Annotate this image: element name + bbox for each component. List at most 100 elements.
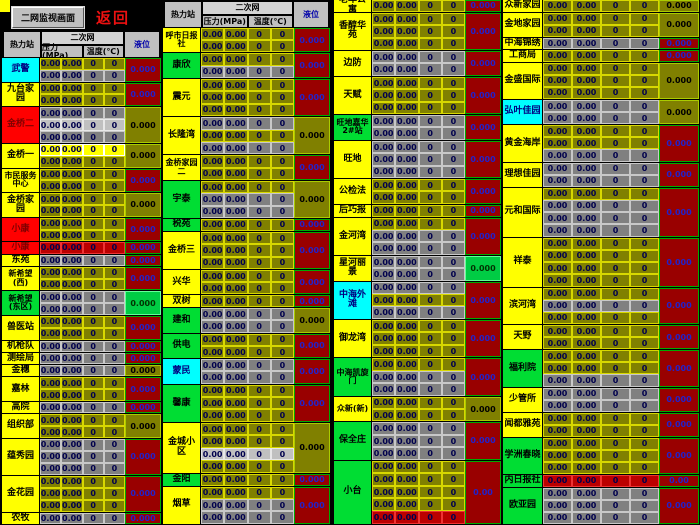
station-label[interactable]: 金桥家园 — [2, 193, 40, 217]
pressure-value-cell: 0.00 — [543, 224, 572, 237]
level-total-cell: 0.000 — [659, 350, 699, 387]
station-label[interactable]: 学洲春晓 — [503, 437, 543, 474]
value-row: 0.00 0.00 0 0 — [543, 137, 659, 150]
station-label[interactable]: 理想佳园 — [503, 162, 543, 187]
pressure-value-cell: 0.00 — [40, 291, 62, 304]
station-label[interactable]: 小康 — [2, 217, 40, 242]
value-rows: 0.00 0.00 0 0 — [40, 352, 125, 365]
level-total-cell: 0.000 — [294, 422, 330, 473]
temperature-value-cell: 0 — [630, 299, 659, 312]
secondary-network-monitor-button[interactable]: 二网监视画面 — [10, 5, 86, 29]
station-label[interactable]: 祥泰 — [503, 237, 543, 287]
station-label[interactable]: 嘉林 — [2, 377, 40, 402]
value-row: 0.00 0.00 0 0 — [543, 449, 659, 462]
station-label[interactable]: 小台 — [334, 460, 372, 524]
station-label[interactable]: 欧亚园 — [503, 487, 543, 524]
station-label[interactable]: 后巧报 — [334, 204, 372, 217]
station-label[interactable]: 测绘局 — [2, 352, 40, 365]
station-label[interactable]: 滨河湾 — [503, 287, 543, 324]
station-label[interactable]: 众新(新) — [334, 396, 372, 422]
pressure-value-cell: 0.00 — [543, 399, 572, 412]
header-temperature: 温度(℃) — [247, 15, 293, 29]
station-label[interactable]: 双树 — [163, 295, 201, 308]
station-label[interactable]: 金河湾 — [334, 217, 372, 255]
station-label[interactable]: 金桥一 — [2, 144, 40, 168]
station-label[interactable]: 农牧 — [2, 512, 40, 524]
value-row: 0.00 0.00 0 0 — [201, 282, 294, 295]
temperature-value-cell: 0 — [82, 69, 104, 82]
station-label[interactable]: 金桥家园二 — [163, 155, 201, 180]
temperature-value-cell: 0 — [441, 51, 465, 64]
station-label[interactable]: 保全庄 — [334, 422, 372, 460]
temperature-value-cell: 0 — [441, 370, 465, 384]
station-label[interactable]: 金地家园 — [503, 12, 543, 37]
station-label[interactable]: 税苑 — [163, 219, 201, 231]
station-label[interactable]: 金盛国际 — [503, 62, 543, 99]
station-label[interactable]: 兴华 — [163, 270, 201, 295]
station-label[interactable]: 弘叶佳园 — [503, 100, 543, 124]
station-label[interactable]: 金阳 — [163, 473, 201, 486]
station-label[interactable]: 金穗 — [2, 365, 40, 377]
station-label[interactable]: 建和 — [163, 308, 201, 333]
level-total-cell: 0.000 — [465, 204, 501, 217]
back-link[interactable]: 返回 — [96, 8, 131, 27]
station-label[interactable]: 内日报社 — [503, 475, 543, 487]
station-label[interactable]: 东苑 — [2, 254, 40, 266]
station-label[interactable]: 九台家园 — [2, 82, 40, 107]
station-label[interactable]: 中海锦绣 — [503, 37, 543, 49]
station-label[interactable]: 星河丽景 — [334, 255, 372, 281]
station-label[interactable]: 长隆湾 — [163, 117, 201, 155]
station-label[interactable]: 金花园 — [2, 475, 40, 512]
station-label[interactable]: 小康 — [2, 242, 40, 254]
station-label[interactable]: 高院 — [2, 402, 40, 414]
station-label[interactable]: 兽医站 — [2, 316, 40, 340]
station-label[interactable]: 金城小区 — [163, 422, 201, 473]
station-label[interactable]: 新希望(西) — [2, 266, 40, 291]
value-rows: 0.00 0.00 0 0 0.00 0.00 0 0 — [201, 53, 294, 78]
station-label[interactable]: 中海外滩 — [334, 281, 372, 319]
station-label[interactable]: 市民服务中心 — [2, 168, 40, 193]
station-label[interactable]: 福利院 — [503, 350, 543, 387]
station-label[interactable]: 蒙民 — [163, 359, 201, 384]
station-label[interactable]: 呼市日报社 — [163, 28, 201, 53]
station-label[interactable]: 供电 — [163, 333, 201, 359]
station-label[interactable]: 香醇华苑 — [334, 12, 372, 51]
pressure-value-cell: 0.00 — [372, 473, 396, 486]
station-label[interactable]: 震元 — [163, 78, 201, 117]
station-label[interactable]: 康欣 — [163, 53, 201, 78]
station-label[interactable]: 天赋 — [334, 76, 372, 115]
station-label[interactable]: 机枪队 — [2, 340, 40, 352]
table-row: 金盛国际 0.00 0.00 0 0 0.00 0.00 0 0 0.00 0.00 0 0 0.000 — [503, 62, 699, 100]
station-label[interactable]: 组织部 — [2, 414, 40, 438]
station-label[interactable]: 天野 — [503, 325, 543, 349]
station-label[interactable]: 烟草 — [163, 486, 201, 524]
pressure-value-cell: 0.00 — [224, 359, 248, 372]
temperature-value-cell: 0 — [630, 424, 659, 437]
station-label[interactable]: 工商局 — [503, 50, 543, 62]
station-label[interactable]: 旺地嘉华2#站 — [334, 115, 372, 140]
station-label[interactable]: 众新家园 — [503, 0, 543, 12]
station-label[interactable]: 公检法 — [334, 179, 372, 204]
station-label[interactable]: 闻都雅苑 — [503, 412, 543, 437]
station-label[interactable]: 金桥二 — [2, 107, 40, 144]
pressure-value-cell: 0.00 — [201, 103, 225, 117]
station-label[interactable]: 中海凯旋门 — [334, 358, 372, 396]
pressure-value-cell: 0.00 — [395, 460, 419, 474]
pressure-value-cell: 0.00 — [543, 499, 572, 512]
station-label[interactable]: 少管所 — [503, 387, 543, 412]
station-label[interactable]: 元和国际 — [503, 187, 543, 237]
station-label[interactable]: 黄金海岸 — [503, 125, 543, 162]
station-label[interactable]: 老年公寓 — [334, 0, 372, 12]
level-total-cell: 0.000 — [125, 291, 161, 316]
value-row: 0.00 0.00 0 0 — [372, 358, 465, 371]
station-label[interactable]: 边防 — [334, 51, 372, 76]
station-label[interactable]: 金桥三 — [163, 231, 201, 270]
station-label[interactable]: 蕴秀园 — [2, 438, 40, 475]
station-label[interactable]: 馨康 — [163, 384, 201, 422]
station-label[interactable]: 旺地 — [334, 140, 372, 179]
station-label[interactable]: 新希望(东区) — [2, 291, 40, 316]
station-label[interactable]: 御龙湾 — [334, 319, 372, 358]
pressure-value-cell: 0.00 — [40, 229, 62, 242]
station-label[interactable]: 宇泰 — [163, 180, 201, 219]
station-label[interactable]: 武警 — [2, 58, 40, 82]
